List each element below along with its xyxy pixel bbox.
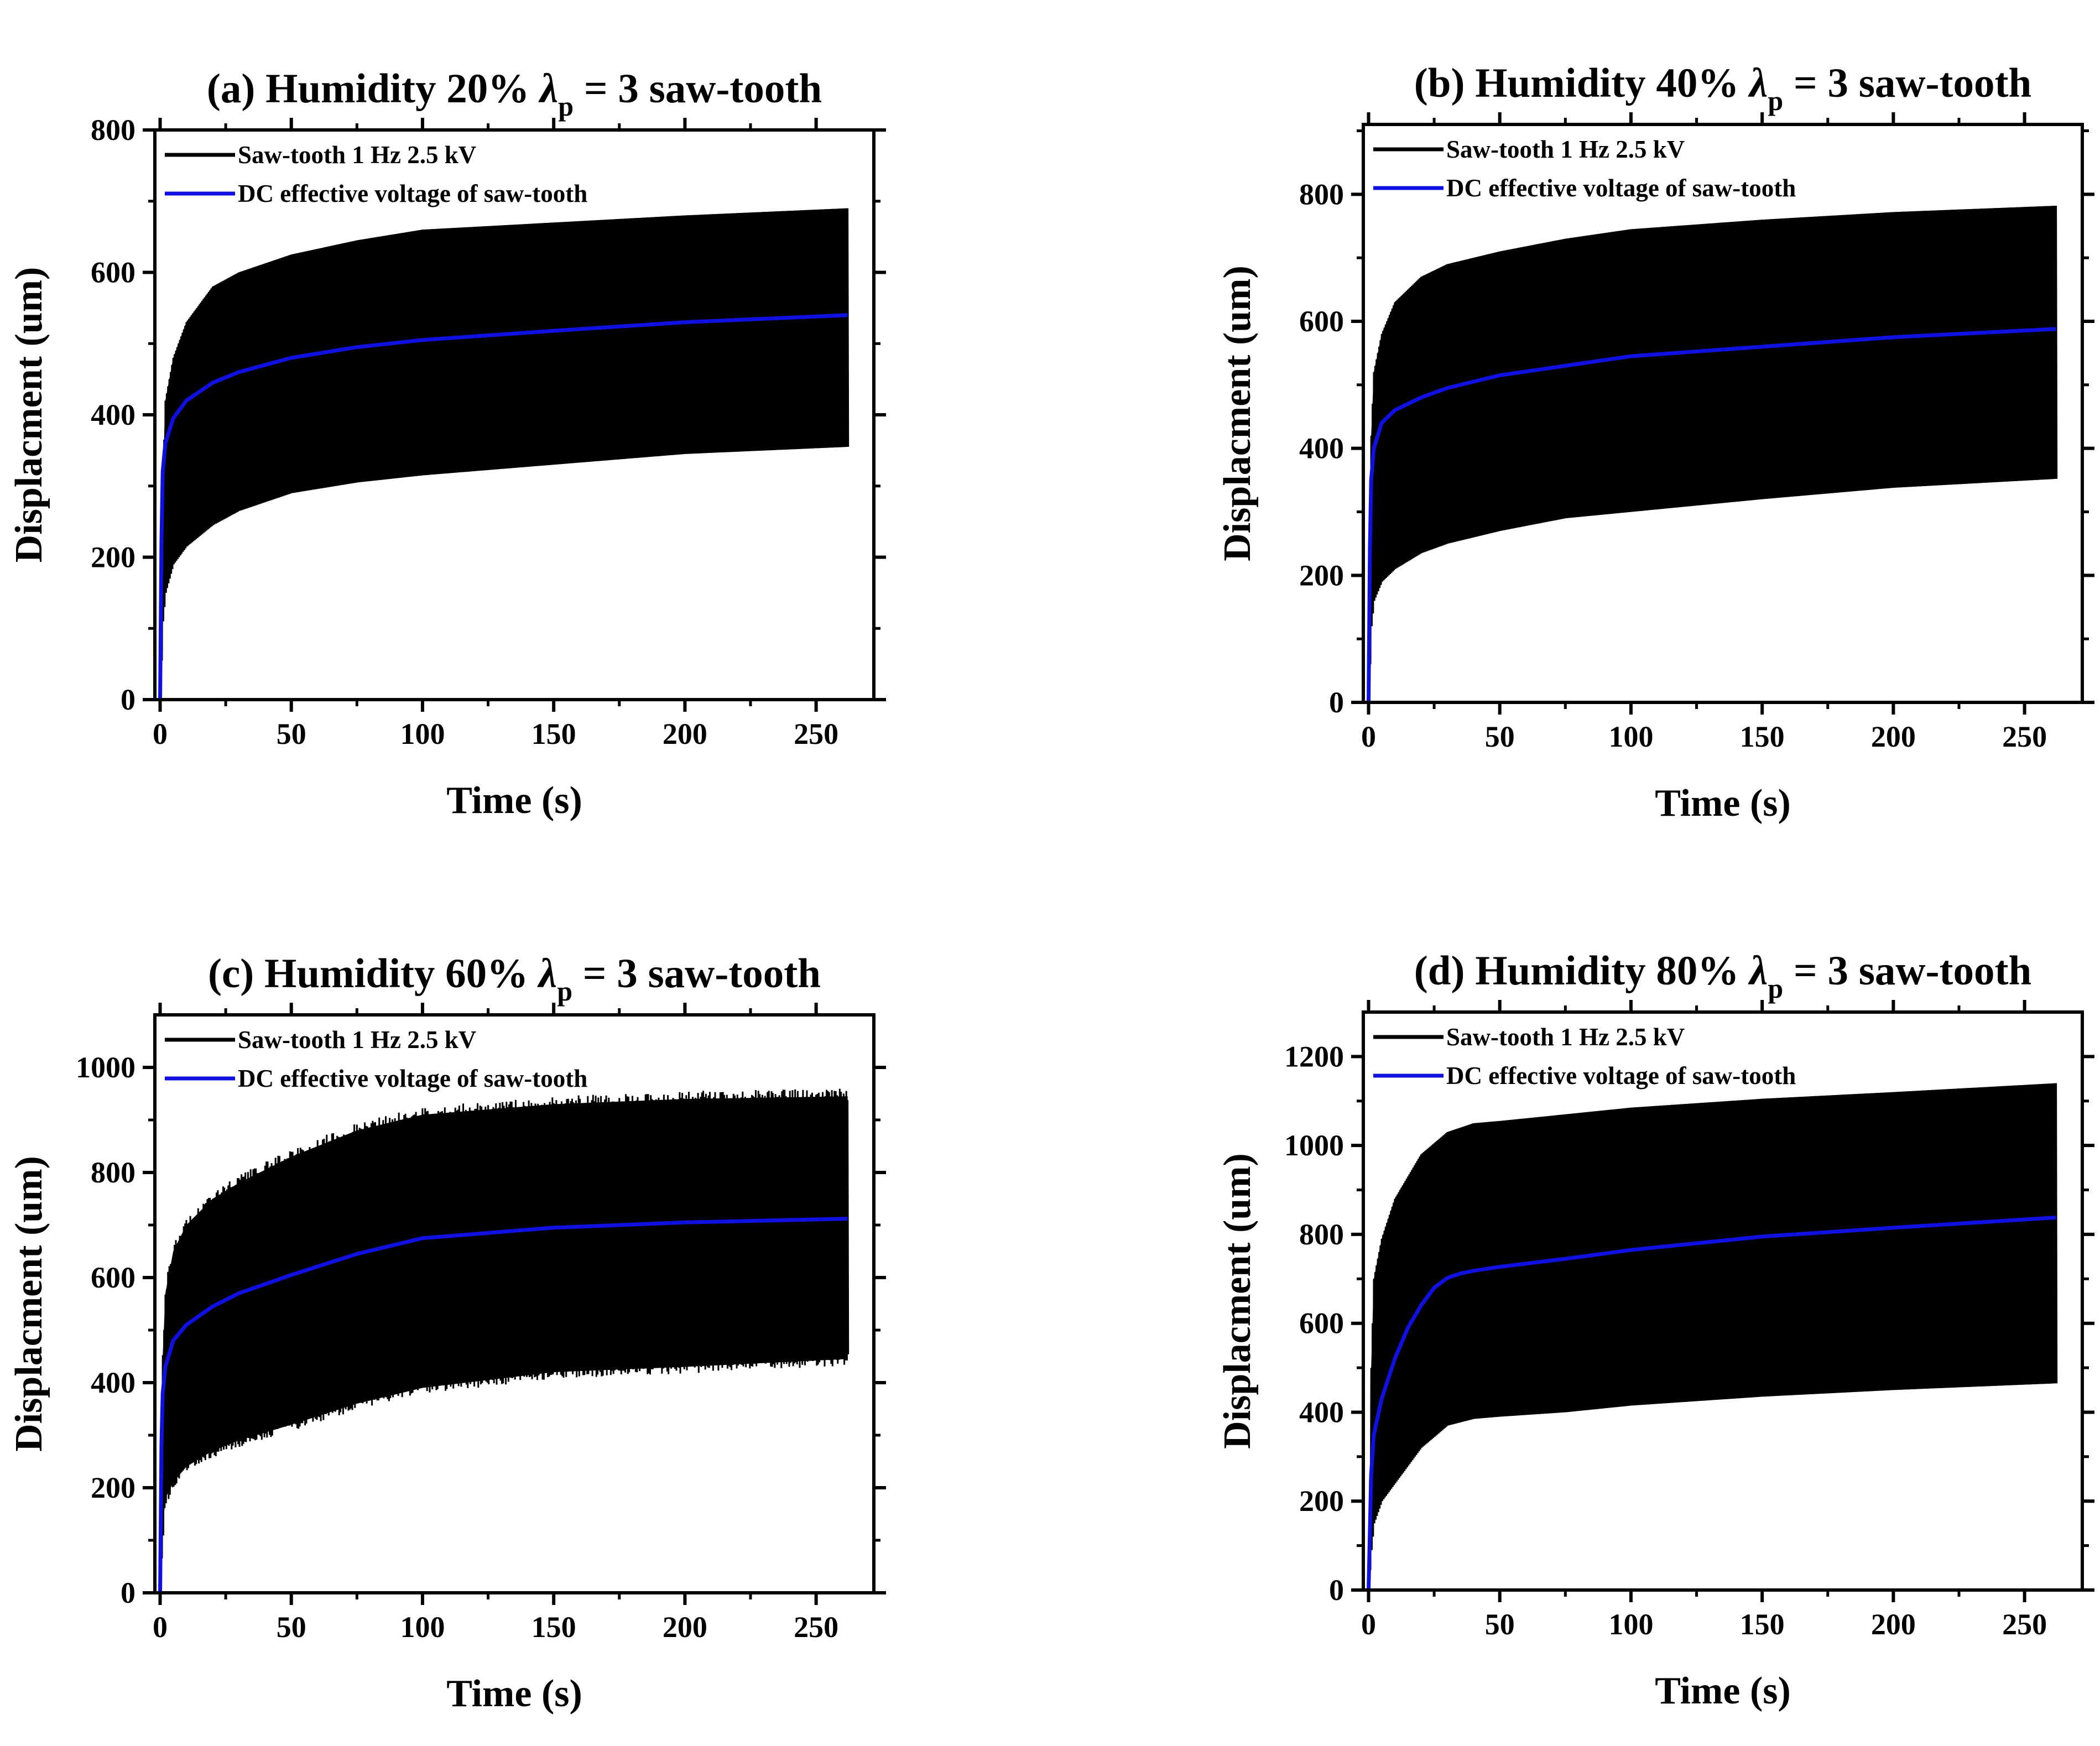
dc-effective-line <box>1367 327 2056 703</box>
saw-tooth-trace <box>1368 1083 2058 1591</box>
dc-effective-line <box>158 313 848 700</box>
saw-tooth-trace <box>159 1088 850 1596</box>
chart-title: (b) Humidity 40% λp = 3 saw-tooth <box>1414 60 2031 116</box>
x-tick-label: 100 <box>400 717 445 750</box>
x-tick-label: 150 <box>1740 720 1785 753</box>
chart-panel-0: 0 50 100 150 200 250 0 200 400 600 800 Time (s) Disp… <box>8 66 886 822</box>
x-tick-label: 150 <box>531 717 576 750</box>
legend-label: DC effective voltage of saw-tooth <box>1446 174 1796 202</box>
legend-label: DC effective voltage of saw-tooth <box>1446 1062 1796 1090</box>
y-tick-label: 200 <box>91 541 136 574</box>
x-tick-label: 200 <box>1871 1608 1916 1641</box>
y-tick-label: 800 <box>1299 178 1344 211</box>
x-tick-label: 0 <box>1361 720 1376 753</box>
x-tick-label: 0 <box>153 717 168 750</box>
x-tick-label: 250 <box>2002 720 2047 753</box>
legend-label: DC effective voltage of saw-tooth <box>238 180 587 207</box>
y-tick-label: 400 <box>1299 1395 1344 1429</box>
x-axis-label: Time (s) <box>1655 782 1791 825</box>
x-tick-label: 50 <box>277 717 306 750</box>
y-tick-label: 800 <box>91 113 136 147</box>
saw-tooth-trace <box>160 208 850 701</box>
y-tick-label: 0 <box>121 1576 136 1609</box>
y-tick-label: 400 <box>91 398 136 431</box>
y-tick-label: 800 <box>1299 1218 1344 1251</box>
y-tick-label: 0 <box>121 683 136 716</box>
y-tick-label: 200 <box>1299 559 1344 592</box>
y-tick-label: 1000 <box>76 1051 136 1084</box>
x-tick-label: 200 <box>663 1611 707 1644</box>
x-tick-label: 150 <box>531 1611 576 1644</box>
y-tick-label: 400 <box>91 1366 136 1399</box>
chart-panel-1: 0 50 100 150 200 250 0 200 400 600 800 Time (s) Disp… <box>1216 60 2094 825</box>
y-tick-label: 200 <box>1299 1484 1344 1518</box>
legend-label: Saw-tooth 1 Hz 2.5 kV <box>238 1026 476 1054</box>
y-tick-label: 0 <box>1329 1573 1344 1607</box>
legend-label: Saw-tooth 1 Hz 2.5 kV <box>1446 1023 1685 1051</box>
chart-panel-3: 0 50 100 150 200 250 0 200 400 600 800 1000 1200 Time… <box>1216 948 2094 1712</box>
x-axis-label: Time (s) <box>446 779 582 822</box>
y-tick-label: 200 <box>91 1471 136 1504</box>
legend-label: Saw-tooth 1 Hz 2.5 kV <box>1446 135 1685 163</box>
x-tick-label: 100 <box>1608 1608 1653 1641</box>
y-tick-label: 600 <box>1299 305 1344 338</box>
dc-effective-line <box>1367 1215 2056 1591</box>
legend-label: DC effective voltage of saw-tooth <box>238 1065 587 1092</box>
saw-tooth-trace <box>1368 205 2058 703</box>
legend-label: Saw-tooth 1 Hz 2.5 kV <box>238 141 476 169</box>
y-tick-label: 400 <box>1299 432 1344 465</box>
x-tick-label: 250 <box>794 717 838 750</box>
x-axis-label: Time (s) <box>1655 1670 1791 1712</box>
x-tick-label: 50 <box>1485 720 1515 753</box>
y-axis-label: Displacment (um) <box>8 267 50 563</box>
x-tick-label: 100 <box>400 1611 445 1644</box>
x-tick-label: 100 <box>1608 720 1653 753</box>
chart-title: (a) Humidity 20% λp = 3 saw-tooth <box>207 66 822 122</box>
plot-frame <box>1362 123 2084 704</box>
y-axis-label: Displacment (um) <box>1216 265 1259 561</box>
y-tick-label: 800 <box>91 1156 136 1189</box>
x-axis-label: Time (s) <box>446 1672 582 1715</box>
dc-effective-line <box>158 1217 848 1593</box>
y-axis-label: Displacment (um) <box>8 1156 50 1452</box>
x-tick-label: 50 <box>1485 1608 1515 1641</box>
plot-frame <box>1362 1010 2084 1592</box>
x-tick-label: 0 <box>1361 1608 1376 1641</box>
y-axis-label: Displacment (um) <box>1216 1153 1259 1449</box>
plot-frame <box>153 1013 876 1594</box>
y-tick-label: 0 <box>1329 686 1344 719</box>
chart-title: (c) Humidity 60% λp = 3 saw-tooth <box>208 951 821 1007</box>
y-tick-label: 1200 <box>1284 1040 1344 1073</box>
x-tick-label: 150 <box>1740 1608 1785 1641</box>
y-tick-label: 600 <box>1299 1307 1344 1340</box>
x-tick-label: 200 <box>663 717 707 750</box>
x-tick-label: 0 <box>153 1611 168 1644</box>
x-tick-label: 200 <box>1871 720 1916 753</box>
x-tick-label: 50 <box>277 1611 306 1644</box>
chart-title: (d) Humidity 80% λp = 3 saw-tooth <box>1414 948 2031 1004</box>
chart-panel-2: 0 50 100 150 200 250 0 200 400 600 800 1000 Time (s)… <box>8 951 886 1715</box>
x-tick-label: 250 <box>794 1611 838 1644</box>
x-tick-label: 250 <box>2002 1608 2047 1641</box>
y-tick-label: 600 <box>91 256 136 289</box>
y-tick-label: 1000 <box>1284 1129 1344 1162</box>
y-tick-label: 600 <box>91 1261 136 1294</box>
